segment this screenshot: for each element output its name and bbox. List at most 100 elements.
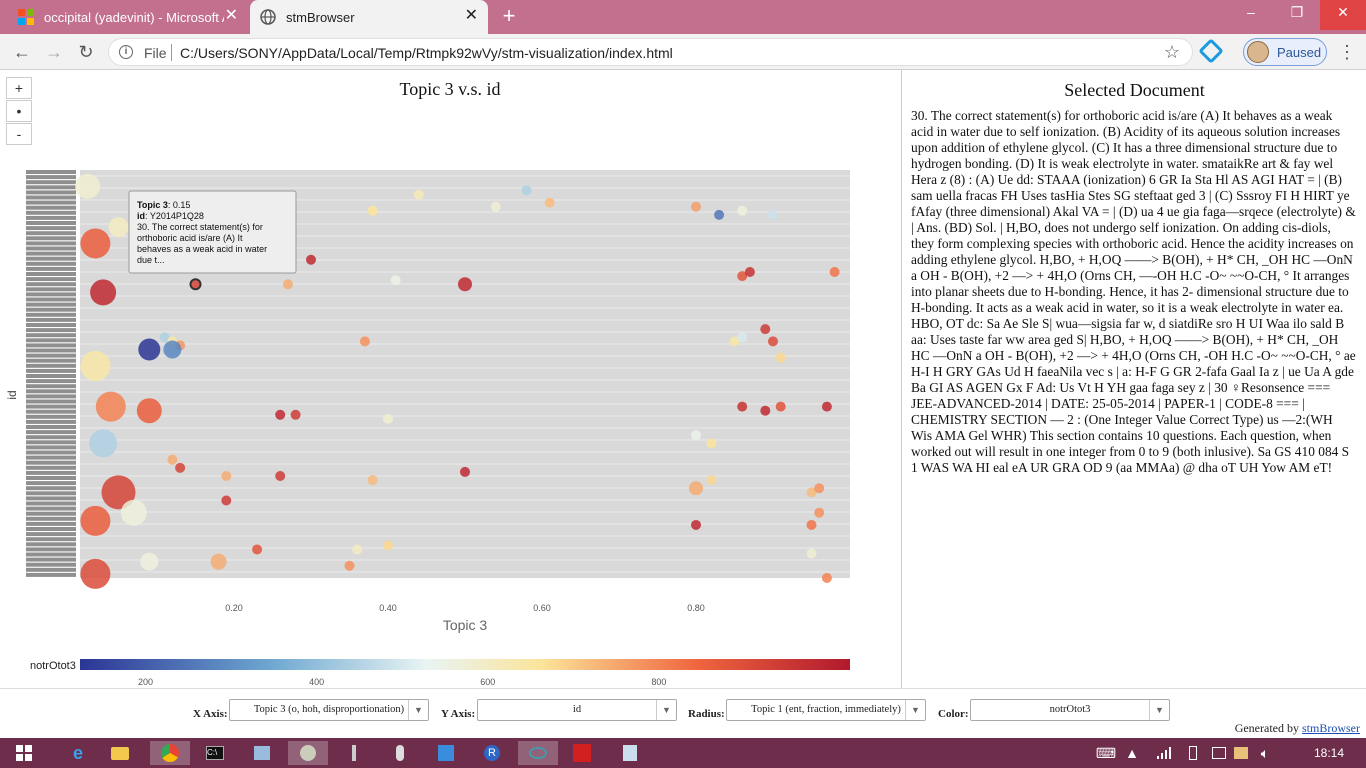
scatter-point[interactable] — [95, 391, 126, 422]
scatter-point[interactable] — [458, 277, 472, 292]
scatter-point[interactable] — [120, 499, 147, 526]
azure-icon[interactable] — [426, 741, 466, 765]
tray-up-icon[interactable]: ▲ — [1125, 745, 1139, 761]
r-app-icon[interactable]: R — [472, 741, 512, 765]
profile-button[interactable]: Paused — [1243, 38, 1327, 66]
scatter-point[interactable] — [89, 429, 118, 458]
scatter-point[interactable] — [383, 413, 393, 424]
scatter-point[interactable] — [706, 438, 717, 449]
reload-icon[interactable]: ↻ — [78, 42, 94, 62]
scatter-point[interactable] — [768, 209, 778, 220]
scatter-point[interactable] — [821, 401, 832, 412]
scatter-point[interactable] — [775, 352, 786, 363]
bookmark-star-icon[interactable]: ☆ — [1163, 42, 1180, 62]
scatter-point[interactable] — [737, 205, 748, 216]
pdf-icon[interactable] — [562, 741, 602, 765]
scatter-point[interactable] — [821, 573, 832, 583]
browser-menu-icon[interactable]: ⋮ — [1338, 42, 1356, 62]
scatter-point[interactable] — [136, 398, 162, 424]
zoom-out-button[interactable]: - — [6, 123, 32, 145]
scatter-point[interactable] — [521, 185, 532, 196]
radius-select[interactable]: Topic 1 (ent, fraction, immediately) ▼ — [726, 699, 926, 721]
forward-arrow-icon[interactable]: → — [45, 42, 63, 62]
zoom-reset-button[interactable]: • — [6, 100, 32, 122]
scatter-point[interactable] — [691, 430, 701, 441]
network-icon[interactable] — [1204, 741, 1234, 765]
scatter-point[interactable] — [768, 336, 778, 347]
scatter-point[interactable] — [80, 505, 111, 536]
scatter-point[interactable] — [80, 228, 111, 259]
chevron-down-icon[interactable]: ▼ — [656, 700, 676, 720]
chevron-down-icon[interactable]: ▼ — [408, 700, 428, 720]
scatter-point[interactable] — [75, 173, 101, 199]
scatter-point[interactable] — [367, 205, 378, 216]
battery-icon[interactable] — [1178, 741, 1208, 765]
x-axis-select[interactable]: Topic 3 (o, hoh, disproportionation) ▼ — [229, 699, 429, 721]
scatter-point[interactable] — [210, 553, 227, 570]
scatter-point[interactable] — [383, 540, 393, 551]
scatter-point[interactable] — [167, 454, 178, 465]
stmbrowser-link[interactable]: stmBrowser — [1302, 721, 1360, 735]
scatter-point[interactable] — [760, 324, 771, 335]
scatter-point[interactable] — [80, 558, 111, 589]
torch-icon[interactable] — [334, 741, 374, 765]
internet-explorer-icon[interactable]: e — [72, 742, 83, 763]
scatter-point[interactable] — [90, 279, 117, 306]
scatter-point[interactable] — [691, 519, 701, 530]
scatter-point[interactable] — [760, 405, 771, 416]
scatter-point[interactable] — [691, 201, 701, 212]
scatter-point[interactable] — [352, 544, 363, 555]
scatter-point[interactable] — [737, 401, 748, 412]
scatter-point[interactable] — [744, 267, 755, 277]
language-icon[interactable] — [1226, 741, 1256, 765]
python-icon[interactable] — [288, 741, 328, 765]
scatter-point[interactable] — [706, 475, 717, 486]
scatter-point[interactable] — [460, 466, 470, 477]
file-explorer-icon[interactable] — [100, 741, 140, 765]
scatter-point[interactable] — [221, 471, 232, 481]
network-app-icon[interactable] — [242, 741, 282, 765]
microphone-icon[interactable] — [380, 741, 420, 765]
scatter-point[interactable] — [275, 471, 286, 481]
scatter-point[interactable] — [108, 217, 129, 238]
url-text[interactable]: C:/Users/SONY/AppData/Local/Temp/Rtmpk92… — [180, 45, 673, 61]
info-icon[interactable]: i — [119, 45, 133, 59]
scatter-point[interactable] — [544, 197, 555, 208]
scatter-point[interactable] — [163, 340, 182, 359]
tab-outlook[interactable]: occipital (yadevinit) - Microsoft A ✕ — [8, 0, 248, 34]
scatter-point[interactable] — [140, 552, 159, 571]
scatter-point[interactable] — [490, 201, 501, 212]
scatter-point[interactable] — [806, 487, 817, 498]
scatter-point[interactable] — [806, 548, 817, 559]
scatter-point[interactable] — [737, 271, 748, 282]
color-select[interactable]: notrOtot3 ▼ — [970, 699, 1170, 721]
scatter-point[interactable] — [714, 209, 725, 220]
scatter-point[interactable] — [252, 544, 263, 555]
notes-icon[interactable] — [610, 741, 650, 765]
scatter-point[interactable] — [159, 332, 170, 343]
scatter-point[interactable] — [775, 401, 786, 412]
chevron-down-icon[interactable]: ▼ — [1149, 700, 1169, 720]
scatter-point[interactable] — [221, 495, 232, 506]
scatter-point[interactable] — [80, 350, 111, 381]
scatter-point[interactable] — [814, 483, 825, 494]
scatter-point[interactable] — [367, 475, 378, 486]
scatter-point[interactable] — [689, 481, 703, 496]
scatter-point[interactable] — [390, 275, 401, 286]
scatter-point[interactable] — [829, 267, 840, 277]
tab-stmbrowser[interactable]: stmBrowser ✕ — [250, 0, 488, 34]
scatter-point[interactable] — [175, 462, 186, 473]
cmd-icon[interactable]: C:\ — [195, 741, 235, 765]
minimize-button[interactable]: – — [1247, 4, 1255, 20]
selected-point[interactable] — [189, 278, 202, 291]
address-bar[interactable]: i File C:/Users/SONY/AppData/Local/Temp/… — [108, 38, 1193, 66]
scatter-point[interactable] — [290, 409, 301, 420]
scatter-point[interactable] — [275, 409, 286, 420]
scatter-point[interactable] — [306, 254, 316, 265]
close-window-button[interactable]: ✕ — [1320, 0, 1366, 30]
scatter-point[interactable] — [344, 560, 355, 571]
chrome-icon[interactable] — [150, 741, 190, 765]
zoom-in-button[interactable]: + — [6, 77, 32, 99]
scatter-point[interactable] — [814, 507, 825, 518]
maximize-button[interactable]: ❐ — [1290, 4, 1304, 20]
